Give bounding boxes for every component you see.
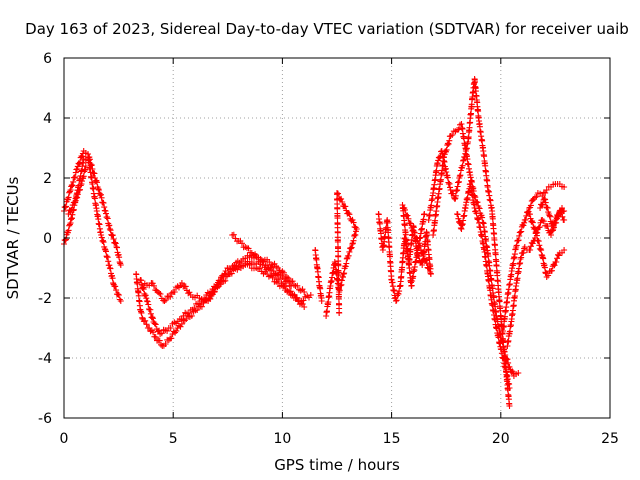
- scatter-marks: [526, 211, 568, 280]
- series-trace-h: [312, 247, 325, 304]
- scatter-marks: [537, 196, 568, 232]
- x-axis-label: GPS time / hours: [274, 456, 400, 474]
- series-trace-q: [537, 196, 568, 232]
- scatter-marks: [454, 181, 513, 391]
- data-points: [61, 76, 568, 409]
- series-trace-f: [139, 252, 308, 305]
- scatter-marks: [139, 252, 308, 305]
- y-axis-label: SDTVAR / TECUs: [4, 176, 22, 299]
- scatter-marks: [229, 231, 295, 289]
- series-trace-n: [500, 181, 568, 334]
- series-trace-b: [61, 154, 124, 304]
- series-trace-p: [526, 211, 568, 280]
- y-tick-label: 2: [43, 171, 52, 187]
- y-tick-label: -2: [38, 291, 52, 307]
- chart-title: Day 163 of 2023, Sidereal Day-to-day VTE…: [25, 20, 629, 38]
- x-tick-label: 0: [60, 431, 69, 447]
- x-tick-label: 25: [601, 431, 619, 447]
- scatter-marks: [500, 181, 568, 334]
- scatter-marks: [375, 202, 434, 304]
- scatter-marks: [323, 190, 360, 319]
- scatter-marks: [61, 154, 124, 304]
- y-tick-label: -4: [38, 351, 52, 367]
- y-tick-label: 6: [43, 51, 52, 67]
- y-tick-label: 4: [43, 111, 52, 127]
- series-trace-m: [454, 181, 513, 391]
- series-trace-i: [323, 190, 360, 319]
- series-trace-j: [375, 202, 434, 304]
- x-tick-label: 10: [273, 431, 291, 447]
- axis-ticks: [63, 57, 611, 419]
- x-tick-labels: 0 5 10 15 20 25: [60, 431, 619, 447]
- grid-lines: [64, 58, 610, 418]
- scatter-marks: [65, 163, 89, 217]
- scatter-marks: [312, 247, 325, 304]
- y-tick-label: 0: [43, 231, 52, 247]
- x-tick-label: 15: [383, 431, 401, 447]
- x-tick-label: 20: [492, 431, 510, 447]
- y-tick-labels: -6 -4 -2 0 2 4 6: [38, 51, 52, 427]
- series-trace-k: [425, 76, 513, 409]
- x-tick-label: 5: [169, 431, 178, 447]
- y-tick-label: -6: [38, 411, 52, 427]
- scatter-marks: [425, 76, 513, 409]
- series-trace-c: [65, 163, 89, 217]
- series-trace-g: [229, 231, 295, 289]
